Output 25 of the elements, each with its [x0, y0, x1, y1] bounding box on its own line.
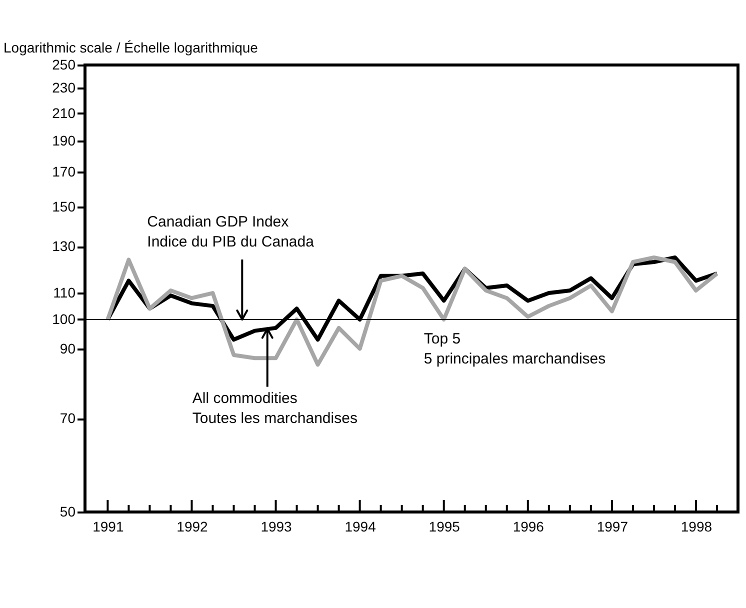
- y-tick-label: 210: [52, 104, 76, 121]
- y-tick-label: 190: [52, 132, 76, 149]
- x-tick-label: 1994: [344, 518, 376, 534]
- y-tick-label: 150: [52, 198, 76, 214]
- y-tick-label: 250: [52, 56, 76, 72]
- y-tick-label: 230: [52, 80, 76, 96]
- line-series: [106, 256, 719, 367]
- x-tick-label: 1998: [680, 518, 712, 534]
- y-tick-label: 70: [60, 410, 76, 426]
- x-tick-label: 1996: [512, 518, 544, 534]
- y-axis-title: Logarithmic scale / Échelle logarithmique: [4, 40, 258, 56]
- x-tick-label: 1992: [176, 518, 208, 534]
- annotation: Top 5 5 principales marchandises: [424, 330, 606, 368]
- y-tick-label: 50: [60, 504, 76, 520]
- y-tick-label: 170: [52, 164, 76, 180]
- x-tick-label: 1997: [596, 518, 628, 534]
- y-tick-label: 130: [52, 238, 76, 254]
- y-tick-label: 100: [52, 310, 76, 327]
- x-tick-label: 1993: [260, 518, 292, 534]
- x-tick-label: 1991: [92, 518, 124, 534]
- annotation: Canadian GDP Index Indice du PIB du Canada: [147, 213, 315, 250]
- annotation: All commodities Toutes les marchandises: [192, 390, 358, 427]
- x-tick-label: 1995: [428, 518, 460, 534]
- y-tick-label: 110: [53, 284, 76, 301]
- y-tick-label: 90: [60, 340, 76, 356]
